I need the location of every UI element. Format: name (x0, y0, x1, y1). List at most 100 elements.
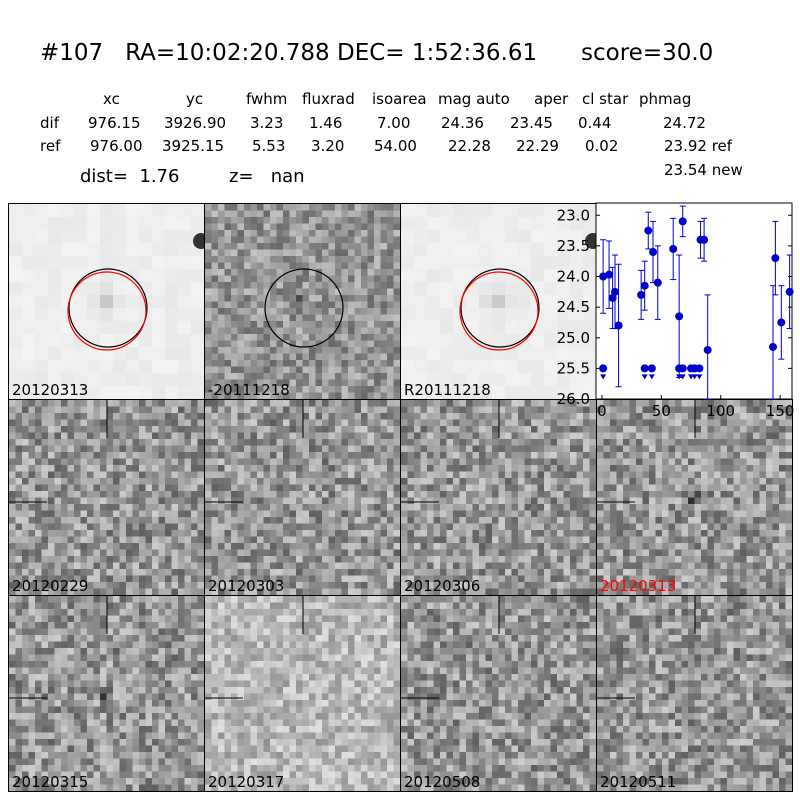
image-panel-2[interactable]: -20111218 (204, 203, 401, 400)
y-tick-label: 23.0 (557, 206, 590, 224)
data-point (768, 342, 777, 351)
dec-coordinate: DEC= 1:52:36.61 (337, 40, 538, 66)
dif-fluxrad: 1.46 (309, 114, 343, 132)
ref-aper: 22.29 (516, 137, 559, 155)
col-header-cl-star: cl star (582, 90, 629, 108)
y-tick-label: 25.5 (557, 359, 590, 377)
image-panel-6[interactable]: 20120306 (400, 399, 597, 596)
data-point (675, 312, 684, 321)
data-point (785, 287, 794, 296)
x-tick-label: 50 (652, 402, 671, 420)
upper-limit-point (647, 364, 656, 373)
dif-mag-auto: 24.36 (441, 114, 484, 132)
col-header-xc: xc (103, 90, 120, 108)
new-phmag: 23.54 new (664, 161, 743, 179)
ref-aperture-circle (67, 271, 147, 351)
image-panel-10[interactable]: 20120508 (400, 595, 597, 792)
dif-phmag: 24.72 (663, 114, 706, 132)
data-point (644, 226, 653, 235)
x-tick-label: 0 (597, 402, 607, 420)
ref-yc: 3925.15 (162, 137, 225, 155)
candidate-id: #107 (40, 40, 104, 66)
col-header-yc: yc (186, 90, 204, 108)
y-tick-label: 26.0 (557, 390, 590, 408)
x-tick-label: 100 (706, 402, 735, 420)
cutout-image (205, 596, 400, 791)
image-panel-8[interactable]: 20120315 (8, 595, 205, 792)
panel-date-label: 20120306 (404, 577, 481, 595)
aperture-circle (264, 268, 344, 348)
data-point (614, 321, 623, 330)
col-header-aper: aper (534, 90, 569, 108)
row-label-dif: dif (40, 114, 59, 132)
z-value: z= nan (229, 166, 305, 187)
ref-mag-auto: 22.28 (448, 137, 491, 155)
data-point (700, 235, 709, 244)
cutout-image (205, 204, 400, 399)
panel-date-label: 20120303 (208, 577, 285, 595)
panel-date-label: 20120313 (12, 381, 89, 399)
cutout-image (9, 204, 204, 399)
image-panel-3[interactable]: R20111218 (400, 203, 597, 400)
data-point (605, 270, 614, 279)
upper-limit-point (599, 364, 608, 373)
light-curve-chart: 23.0 23.5 24.0 24.5 25.0 25.5 26.0 0 50 100 150 (557, 202, 795, 420)
upper-limit-arrow (696, 374, 703, 380)
data-point (703, 346, 712, 354)
data-point (653, 278, 662, 287)
data-point (771, 254, 780, 263)
col-header-fwhm: fwhm (246, 90, 288, 108)
cutout-image (597, 400, 792, 595)
upper-limit-point (640, 364, 649, 373)
upper-limit-arrow (691, 374, 698, 380)
upper-limit-point (678, 364, 687, 373)
panel-date-label: 20120508 (404, 773, 481, 791)
score-value: score=30.0 (581, 40, 714, 66)
x-tick-label: 150 (766, 402, 795, 420)
ref-xc: 976.00 (90, 137, 143, 155)
row-label-ref: ref (40, 137, 61, 155)
y-tick-label: 24.5 (557, 298, 590, 316)
panel-date-label: 20120511 (600, 773, 677, 791)
ref-isoarea: 54.00 (374, 137, 417, 155)
y-tick-label: 24.0 (557, 268, 590, 286)
image-panel-5[interactable]: 20120303 (204, 399, 401, 596)
cutout-image (401, 596, 596, 791)
data-point (637, 290, 646, 299)
panel-date-label: -20111218 (208, 381, 290, 399)
col-header-mag-auto: mag auto (438, 90, 510, 108)
upper-limit-arrow (600, 374, 607, 380)
candidate-title: #107 RA=10:02:20.788 DEC= 1:52:36.61 sco… (40, 40, 713, 66)
dif-xc: 976.15 (88, 114, 141, 132)
upper-limit-point (695, 364, 704, 373)
dist-value: dist= 1.76 (80, 166, 180, 187)
image-panel-9[interactable]: 20120317 (204, 595, 401, 792)
cutout-image (401, 400, 596, 595)
data-point (777, 318, 786, 327)
aperture-circle (460, 268, 540, 348)
image-panel-7[interactable]: 20120313 (596, 399, 793, 596)
panel-date-label: 20120317 (208, 773, 285, 791)
data-point (649, 248, 658, 256)
image-panel-11[interactable]: 20120511 (596, 595, 793, 792)
dif-aper: 23.45 (510, 114, 553, 132)
dif-fwhm: 3.23 (250, 114, 284, 132)
col-header-isoarea: isoarea (372, 90, 427, 108)
upper-limit-arrow (641, 374, 648, 380)
dif-yc: 3926.90 (164, 114, 227, 132)
ref-fluxrad: 3.20 (311, 137, 345, 155)
image-panel-4[interactable]: 20120229 (8, 399, 205, 596)
y-tick-label: 25.0 (557, 329, 590, 347)
aperture-circle (68, 268, 148, 348)
upper-limit-arrow (648, 374, 655, 380)
light-curve-panel: 23.0 23.5 24.0 24.5 25.0 25.5 26.0 0 50 100 150 (557, 202, 794, 420)
image-panel-1[interactable]: 20120313 (8, 203, 205, 400)
data-point (678, 217, 687, 226)
y-tick-label: 23.5 (557, 237, 590, 255)
data-point (669, 244, 678, 253)
ref-aperture-circle (459, 271, 539, 351)
dif-cl-star: 0.44 (578, 114, 612, 132)
panel-date-label: 20120313 (600, 577, 677, 595)
neighbor-star (193, 233, 204, 249)
ref-cl-star: 0.02 (585, 137, 619, 155)
